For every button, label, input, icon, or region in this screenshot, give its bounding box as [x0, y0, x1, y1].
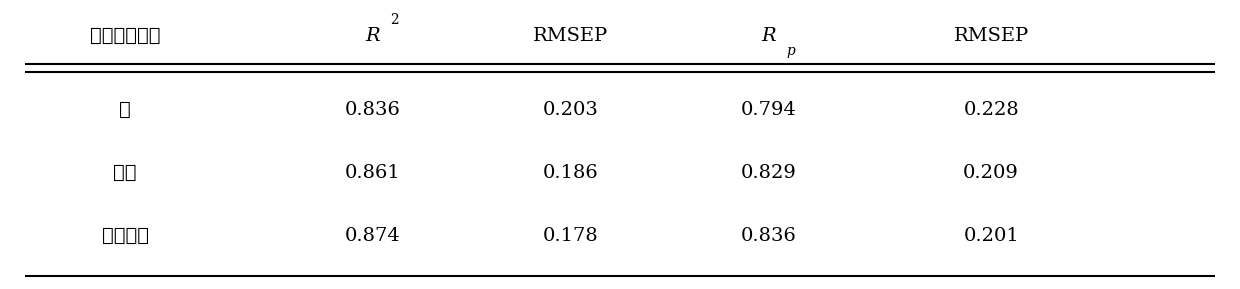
Text: RMSEP: RMSEP	[954, 27, 1029, 45]
Text: 整个籽粒: 整个籽粒	[102, 227, 149, 245]
Text: 0.836: 0.836	[740, 227, 796, 245]
Text: 0.209: 0.209	[963, 164, 1019, 182]
Text: 0.874: 0.874	[345, 227, 401, 245]
Text: 胚: 胚	[119, 101, 131, 119]
Text: R: R	[761, 27, 776, 45]
Text: 小麦籽粒部位: 小麦籽粒部位	[89, 27, 160, 45]
Text: 0.794: 0.794	[740, 101, 796, 119]
Text: 0.178: 0.178	[543, 227, 599, 245]
Text: 0.201: 0.201	[963, 227, 1019, 245]
Text: 0.203: 0.203	[543, 101, 599, 119]
Text: 2: 2	[391, 13, 399, 27]
Text: RMSEP: RMSEP	[533, 27, 608, 45]
Text: 胚乳: 胚乳	[113, 164, 136, 182]
Text: 0.861: 0.861	[345, 164, 401, 182]
Text: R: R	[366, 27, 379, 45]
Text: 0.836: 0.836	[345, 101, 401, 119]
Text: 0.228: 0.228	[963, 101, 1019, 119]
Text: 0.829: 0.829	[740, 164, 796, 182]
Text: p: p	[786, 45, 795, 58]
Text: 0.186: 0.186	[543, 164, 599, 182]
